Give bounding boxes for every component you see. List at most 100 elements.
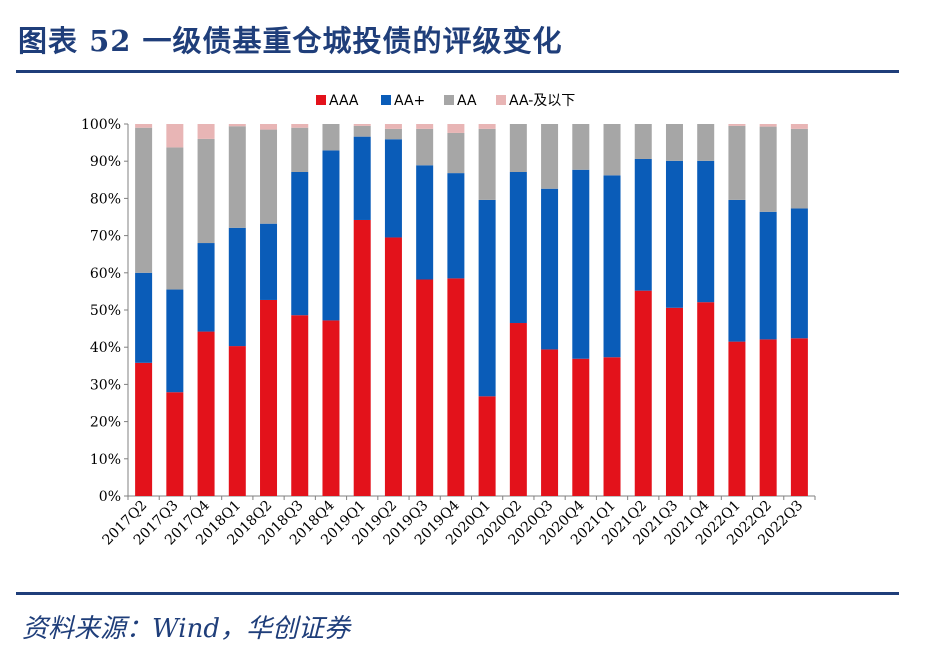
bar-segment-AA-及以下 xyxy=(759,124,777,127)
bar-segment-AAA xyxy=(478,396,496,496)
bar-segment-AA xyxy=(541,124,559,189)
bar-segment-AAA xyxy=(166,392,184,496)
legend-swatch xyxy=(381,95,391,105)
bar-segment-AA-及以下 xyxy=(478,124,496,129)
legend-label: AA+ xyxy=(394,93,425,109)
bar-segment-AAA xyxy=(665,307,683,496)
bar-segment-AA+ xyxy=(665,160,683,308)
bar-segment-AAA xyxy=(416,279,434,496)
bar-segment-AA+ xyxy=(447,173,465,279)
bar-segment-AAA xyxy=(228,346,246,496)
bar-segment-AAA xyxy=(135,362,153,496)
bar-segment-AA+ xyxy=(322,150,340,321)
bar-segment-AA+ xyxy=(728,199,746,342)
bar-segment-AA-及以下 xyxy=(416,124,434,129)
bar-segment-AA+ xyxy=(603,175,621,358)
y-tick-label: 70% xyxy=(90,229,121,245)
bar-segment-AA+ xyxy=(509,171,527,324)
bar-segment-AA xyxy=(603,124,621,176)
bar-segment-AA+ xyxy=(634,158,652,291)
bar-segment-AA xyxy=(197,138,215,244)
bar-segment-AAA xyxy=(291,315,309,496)
bar-segment-AA+ xyxy=(260,223,278,300)
bar-segment-AA xyxy=(665,124,683,161)
bar-segment-AA xyxy=(416,128,434,166)
legend-swatch xyxy=(496,95,506,105)
bar-segment-AA xyxy=(509,124,527,172)
y-tick-label: 10% xyxy=(90,452,121,468)
bar-segment-AA+ xyxy=(572,169,590,359)
bar-segment-AA xyxy=(728,125,746,200)
y-tick-label: 100% xyxy=(81,117,121,133)
bar-segment-AA+ xyxy=(541,188,559,350)
bar-segment-AA+ xyxy=(384,139,402,238)
bar-segment-AA-及以下 xyxy=(135,124,153,128)
bar-segment-AA xyxy=(166,147,184,290)
y-tick-label: 30% xyxy=(90,377,121,393)
bar-segment-AA+ xyxy=(759,211,777,340)
legend-label: AAA xyxy=(329,93,359,109)
bar-segment-AAA xyxy=(759,339,777,496)
bar-segment-AA+ xyxy=(197,243,215,332)
y-tick-label: 60% xyxy=(90,266,121,282)
bar-segment-AA xyxy=(634,124,652,159)
bar-segment-AA xyxy=(322,124,340,151)
bar-segment-AA-及以下 xyxy=(166,124,184,148)
legend-swatch xyxy=(316,95,326,105)
source-divider xyxy=(16,592,899,595)
bar-segment-AAA xyxy=(728,341,746,496)
bar-segment-AA xyxy=(260,129,278,224)
bar-segment-AA xyxy=(759,126,777,212)
bar-segment-AAA xyxy=(384,237,402,496)
bar-segment-AA-及以下 xyxy=(353,124,371,126)
y-tick-label: 0% xyxy=(99,489,121,505)
bar-segment-AAA xyxy=(697,302,715,496)
title-divider xyxy=(16,70,899,73)
figure-title: 图表 52 一级债基重仓城投债的评级变化 xyxy=(18,24,563,58)
bar-segment-AA xyxy=(135,127,153,273)
bar-segment-AA xyxy=(790,128,808,209)
bar-segment-AA xyxy=(228,126,246,228)
y-tick-label: 80% xyxy=(90,191,121,207)
bar-segment-AAA xyxy=(634,290,652,496)
bar-segment-AA xyxy=(697,124,715,161)
stacked-bar-chart: AAA AA+ AA AA-及以下 0% 10% 20% 30% 40% 50% 60% 70% 80%… xyxy=(81,93,816,548)
bar-segment-AAA xyxy=(353,219,371,496)
y-tick-label: 90% xyxy=(90,154,121,170)
bar-segment-AA-及以下 xyxy=(291,124,309,128)
bar-segment-AA xyxy=(384,128,402,140)
bar-segment-AA xyxy=(291,127,309,172)
bar-segment-AA+ xyxy=(135,272,153,363)
bar-segment-AA-及以下 xyxy=(447,124,465,133)
bar-segment-AA xyxy=(572,124,590,170)
bar-segment-AA-及以下 xyxy=(790,124,808,129)
bar-segment-AA+ xyxy=(416,165,434,280)
bar-segment-AA xyxy=(447,132,465,174)
bar-segment-AA+ xyxy=(353,136,371,220)
bar-segment-AA-及以下 xyxy=(228,124,246,127)
bar-segment-AA+ xyxy=(291,171,309,316)
legend-label: AA-及以下 xyxy=(509,93,575,109)
legend-swatch xyxy=(444,95,454,105)
bar-segment-AAA xyxy=(260,299,278,496)
bar-segment-AAA xyxy=(197,331,215,496)
bar-segment-AAA xyxy=(447,278,465,496)
bar-segment-AAA xyxy=(509,323,527,496)
bar-segment-AA+ xyxy=(790,208,808,339)
bar-segment-AA-及以下 xyxy=(384,124,402,129)
bar-segment-AA+ xyxy=(478,199,496,397)
bar-segment-AAA xyxy=(790,338,808,496)
bar-segment-AA-及以下 xyxy=(260,124,278,130)
bar-segment-AA+ xyxy=(166,289,184,393)
y-tick-label: 20% xyxy=(90,415,121,431)
bar-segment-AAA xyxy=(322,320,340,496)
y-tick-label: 50% xyxy=(90,303,121,319)
bar-segment-AA+ xyxy=(228,227,246,347)
bar-segment-AAA xyxy=(572,358,590,496)
bar-segment-AA xyxy=(478,128,496,200)
source-note: 资料来源：Wind，华创证券 xyxy=(22,614,350,644)
bar-segment-AAA xyxy=(603,357,621,496)
bar-segment-AA+ xyxy=(697,160,715,303)
bar-segment-AA-及以下 xyxy=(197,124,215,139)
bar-segment-AA-及以下 xyxy=(728,124,746,126)
